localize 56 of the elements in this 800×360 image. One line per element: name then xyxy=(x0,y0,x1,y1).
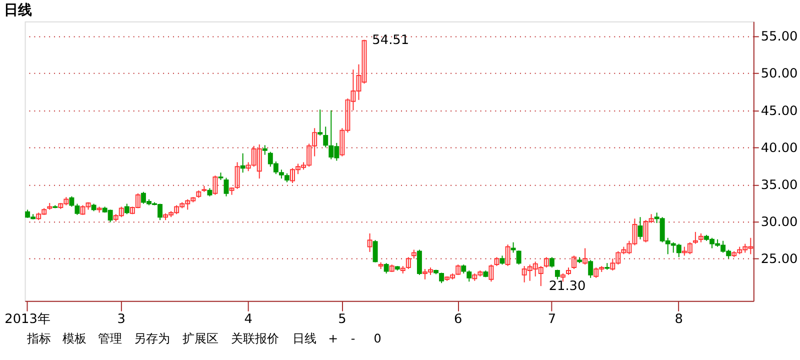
text: - xyxy=(350,332,356,346)
text: 日线 xyxy=(292,332,316,346)
chart-title: 日线 xyxy=(4,2,32,18)
candlestick xyxy=(262,144,268,156)
text: 模板 xyxy=(62,332,86,346)
candlestick xyxy=(367,232,372,252)
y-tick-label: 50.00 xyxy=(760,66,798,82)
candlestick xyxy=(572,255,576,270)
candlestick xyxy=(124,203,130,215)
x-tick-label: 4 xyxy=(244,312,252,328)
y-tick-label: 30.00 xyxy=(760,215,798,230)
candlestick xyxy=(416,249,422,276)
text: 扩展区 xyxy=(182,332,218,346)
text: 另存为 xyxy=(134,332,170,346)
candlestick xyxy=(384,262,389,274)
candlestick xyxy=(212,175,218,196)
text: + xyxy=(328,332,338,346)
candlestick xyxy=(505,244,510,267)
text: 指标 xyxy=(26,332,51,346)
candlestick xyxy=(516,250,522,266)
x-tick-label: 8 xyxy=(674,312,683,328)
y-tick-label: 45.00 xyxy=(760,104,798,119)
candlestick xyxy=(692,231,698,244)
candlestick xyxy=(456,264,461,276)
candlestick xyxy=(323,126,328,148)
candlestick xyxy=(582,248,588,266)
candlestick xyxy=(406,256,411,270)
text: 0 xyxy=(374,332,382,346)
y-tick-label: 25.00 xyxy=(760,252,798,268)
candlestick xyxy=(74,203,80,216)
x-tick-label: 2013年 xyxy=(4,312,50,328)
candlestick xyxy=(549,256,554,268)
annotation: 54.51 xyxy=(372,32,410,48)
candlestick xyxy=(554,269,560,280)
x-tick-label: 6 xyxy=(454,312,462,328)
candlestick xyxy=(69,196,74,208)
y-tick-label: 40.00 xyxy=(760,140,798,156)
y-tick-label: 55.00 xyxy=(760,30,798,45)
candlestick xyxy=(638,216,643,240)
candlestick xyxy=(240,152,246,174)
candlestick xyxy=(488,264,494,282)
text: 管理 xyxy=(98,332,122,346)
candlestick xyxy=(439,272,444,284)
candlestick xyxy=(224,177,229,197)
candlestick xyxy=(466,270,472,282)
x-tick-label: 7 xyxy=(548,312,556,328)
x-tick-label: 3 xyxy=(117,312,126,328)
candlestick xyxy=(544,256,549,268)
annotation: 21.30 xyxy=(548,279,586,294)
y-tick-label: 35.00 xyxy=(760,178,798,193)
candlestick xyxy=(372,240,378,263)
text: 关联报价 xyxy=(230,332,279,346)
candlestick xyxy=(318,109,323,136)
candlestick xyxy=(588,260,594,278)
x-tick-label: 5 xyxy=(338,312,346,328)
candlestick xyxy=(510,242,516,254)
